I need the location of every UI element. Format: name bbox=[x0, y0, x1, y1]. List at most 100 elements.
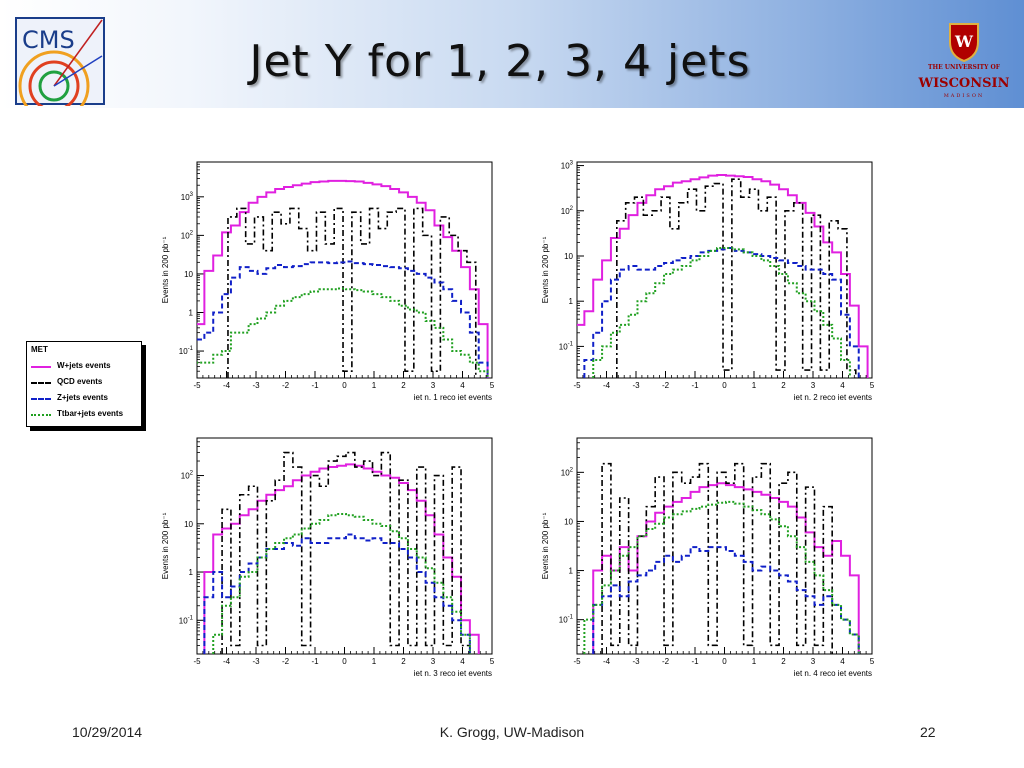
x-axis-label: jet η, 1 reco jet events bbox=[413, 393, 492, 400]
uw-logo-bottom: MADISON bbox=[943, 93, 985, 99]
x-tick-label: -1 bbox=[311, 657, 319, 666]
series-line bbox=[197, 287, 489, 378]
plot-2-jets: -5 -4 -3 -2 -1 0 1 2 3 4 5 10-1 1 10 102 103 Events in 2… bbox=[541, 161, 875, 400]
y-tick-label: 10-1 bbox=[559, 615, 574, 625]
legend-swatch bbox=[31, 366, 51, 368]
x-tick-label: 1 bbox=[752, 381, 757, 390]
x-tick-label: 3 bbox=[811, 657, 816, 666]
x-tick-label: -2 bbox=[662, 381, 670, 390]
cms-logo-text: CMS bbox=[22, 26, 75, 54]
plot-3-jets: -5 -4 -3 -2 -1 0 1 2 3 4 5 10-1 1 10 102 Events in 200 … bbox=[161, 437, 495, 676]
x-tick-label: -1 bbox=[691, 657, 699, 666]
title-banner bbox=[0, 0, 1024, 108]
y-axis-label: Events in 200 pb⁻¹ bbox=[161, 512, 170, 579]
y-tick-label: 102 bbox=[561, 206, 574, 216]
series-line bbox=[203, 463, 480, 654]
x-tick-label: 3 bbox=[431, 657, 436, 666]
x-tick-label: -5 bbox=[573, 381, 581, 390]
series-line bbox=[227, 207, 477, 378]
y-tick-label: 1 bbox=[189, 308, 194, 317]
uw-logo-name: WISCONSIN bbox=[918, 76, 1010, 91]
plot-frame bbox=[196, 437, 493, 655]
legend-label: QCD events bbox=[57, 377, 103, 386]
x-tick-label: 0 bbox=[722, 381, 727, 390]
x-tick-label: 2 bbox=[781, 381, 786, 390]
y-tick-exponent: 3 bbox=[190, 192, 194, 198]
uw-logo-top: THE UNIVERSITY OF bbox=[928, 64, 1000, 71]
x-tick-label: 4 bbox=[840, 381, 845, 390]
series-line bbox=[212, 512, 471, 654]
y-tick-exponent: 2 bbox=[190, 471, 194, 477]
legend-label: Ttbar+jets events bbox=[57, 409, 124, 418]
plot-1-jet: -5 -4 -3 -2 -1 0 1 2 3 4 5 10-1 1 10 102 103 Events in 2… bbox=[161, 161, 495, 400]
footer-page-number: 22 bbox=[920, 724, 936, 740]
plot-frame bbox=[576, 437, 873, 655]
x-tick-label: 1 bbox=[372, 657, 377, 666]
series-line bbox=[592, 546, 860, 654]
slide-title: Jet Y for 1, 2, 3, 4 jets bbox=[249, 36, 751, 87]
x-tick-label: 2 bbox=[401, 381, 406, 390]
y-tick-label: 102 bbox=[181, 230, 194, 240]
series-line bbox=[592, 482, 860, 654]
uw-crest-icon: W bbox=[949, 23, 979, 62]
x-tick-label: 1 bbox=[752, 657, 757, 666]
y-axis-label: Events in 200 pb⁻¹ bbox=[541, 236, 550, 303]
series-line bbox=[592, 247, 851, 378]
y-tick-exponent: 2 bbox=[570, 467, 574, 473]
y-tick-label: 10 bbox=[184, 520, 193, 529]
legend-swatch bbox=[31, 398, 51, 400]
x-tick-label: -3 bbox=[632, 381, 640, 390]
svg-text:W: W bbox=[954, 32, 974, 51]
plot-frame bbox=[576, 161, 873, 379]
legend-label: Z+jets events bbox=[57, 393, 108, 402]
x-tick-label: -4 bbox=[223, 381, 231, 390]
y-tick-exponent: -1 bbox=[188, 346, 194, 352]
uw-logo: W THE UNIVERSITY OF WISCONSIN MADISON bbox=[910, 22, 1018, 102]
y-tick-exponent: 2 bbox=[190, 230, 194, 236]
x-tick-label: 3 bbox=[431, 381, 436, 390]
plot-frame bbox=[196, 161, 493, 379]
y-axis-label: Events in 200 pb⁻¹ bbox=[161, 236, 170, 303]
x-tick-label: -5 bbox=[193, 657, 201, 666]
x-tick-label: -2 bbox=[662, 657, 670, 666]
series-line bbox=[601, 462, 833, 654]
plot-4-jets: -5 -4 -3 -2 -1 0 1 2 3 4 5 10-1 1 10 102 Events in 200 … bbox=[541, 437, 875, 676]
y-tick-label: 103 bbox=[181, 192, 194, 202]
x-tick-label: 0 bbox=[342, 381, 347, 390]
y-tick-label: 1 bbox=[569, 567, 574, 576]
y-tick-label: 1 bbox=[569, 297, 574, 306]
x-tick-label: -3 bbox=[252, 381, 260, 390]
series-line bbox=[583, 500, 860, 654]
y-tick-label: 10 bbox=[564, 252, 573, 261]
legend-swatch bbox=[31, 382, 51, 384]
x-tick-label: -1 bbox=[691, 381, 699, 390]
footer-date: 10/29/2014 bbox=[72, 724, 143, 740]
legend-swatch bbox=[31, 414, 51, 416]
cms-logo-icon bbox=[15, 17, 105, 106]
x-tick-label: 4 bbox=[840, 657, 845, 666]
y-tick-exponent: 3 bbox=[570, 161, 574, 167]
series-line bbox=[203, 533, 471, 654]
x-tick-label: 5 bbox=[870, 381, 875, 390]
series-line bbox=[221, 451, 471, 654]
legend-title: MET bbox=[31, 345, 48, 354]
y-tick-exponent: -1 bbox=[568, 341, 574, 347]
x-tick-label: 1 bbox=[372, 381, 377, 390]
x-tick-label: 5 bbox=[490, 657, 495, 666]
x-tick-label: -3 bbox=[632, 657, 640, 666]
x-tick-label: -4 bbox=[603, 381, 611, 390]
y-tick-label: 10 bbox=[184, 270, 193, 279]
y-tick-label: 10 bbox=[564, 517, 573, 526]
series-line bbox=[577, 173, 869, 378]
y-tick-label: 10-1 bbox=[179, 615, 194, 625]
y-tick-label: 10-1 bbox=[559, 341, 574, 351]
y-tick-exponent: -1 bbox=[188, 615, 194, 621]
y-tick-exponent: 2 bbox=[570, 206, 574, 212]
y-tick-label: 102 bbox=[561, 467, 574, 477]
x-tick-label: 0 bbox=[342, 657, 347, 666]
x-tick-label: 5 bbox=[490, 381, 495, 390]
x-tick-label: -2 bbox=[282, 381, 290, 390]
x-tick-label: 4 bbox=[460, 657, 465, 666]
series-line bbox=[197, 179, 489, 378]
x-tick-label: 3 bbox=[811, 381, 816, 390]
